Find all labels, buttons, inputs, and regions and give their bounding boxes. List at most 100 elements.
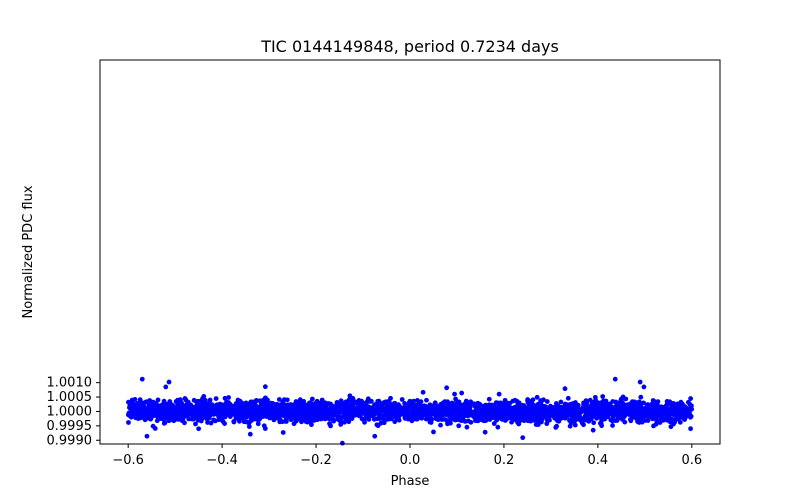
data-point <box>352 400 358 406</box>
data-point <box>193 421 198 427</box>
data-point <box>199 410 204 416</box>
data-point <box>427 413 433 419</box>
data-point <box>518 418 523 423</box>
data-point <box>239 400 245 406</box>
data-point <box>262 407 268 412</box>
y-tick-label: 1.0010 <box>47 376 93 391</box>
data-point <box>493 400 499 406</box>
data-point <box>451 405 457 411</box>
data-point <box>638 403 644 409</box>
outlier-point <box>139 376 145 382</box>
data-point <box>365 411 371 417</box>
data-point <box>280 405 286 411</box>
data-point <box>248 414 254 420</box>
data-point <box>188 412 194 418</box>
data-point <box>400 410 406 416</box>
data-point <box>304 414 310 420</box>
data-point <box>415 398 420 403</box>
data-point <box>362 419 367 425</box>
data-point <box>176 398 182 403</box>
outlier-point <box>482 429 488 435</box>
data-point <box>394 411 400 417</box>
data-point <box>476 417 482 422</box>
data-point <box>562 415 568 421</box>
outlier-point <box>459 390 465 396</box>
data-point <box>411 408 417 414</box>
data-point <box>283 408 289 414</box>
data-point <box>547 405 552 410</box>
data-point <box>222 395 228 401</box>
data-point <box>583 417 589 423</box>
data-point <box>424 397 429 403</box>
outlier-point <box>641 384 647 390</box>
data-point <box>552 415 558 421</box>
data-point <box>290 405 296 411</box>
data-point <box>127 405 132 411</box>
data-point <box>402 401 407 406</box>
data-point <box>491 421 497 426</box>
data-point <box>299 404 305 410</box>
data-point <box>201 394 207 399</box>
data-point <box>452 391 457 397</box>
data-point <box>553 425 559 430</box>
data-point <box>687 406 693 412</box>
data-point <box>142 417 148 423</box>
data-point <box>231 419 237 425</box>
data-point <box>651 407 656 413</box>
x-axis-label: Phase <box>391 474 430 489</box>
data-point <box>504 406 510 412</box>
data-point <box>571 403 577 409</box>
data-point <box>291 421 297 427</box>
data-point <box>587 410 593 415</box>
y-tick-label: 1.0005 <box>47 390 93 405</box>
data-point <box>330 412 335 418</box>
data-point <box>293 401 299 407</box>
data-point <box>551 405 557 410</box>
data-point <box>640 417 646 422</box>
outlier-point <box>163 384 169 390</box>
data-point <box>510 398 516 404</box>
data-point <box>623 396 629 402</box>
data-point <box>406 404 411 410</box>
data-point <box>369 413 375 419</box>
data-point <box>467 408 473 414</box>
data-point <box>141 404 147 410</box>
data-point <box>667 399 673 405</box>
data-point <box>636 412 642 418</box>
data-point <box>513 406 519 412</box>
data-point <box>500 401 506 407</box>
data-point <box>682 407 688 413</box>
data-point <box>572 422 578 428</box>
data-point <box>597 411 602 417</box>
data-point <box>244 414 250 419</box>
data-point <box>257 398 263 404</box>
data-point <box>198 400 204 406</box>
data-point <box>665 409 671 415</box>
data-point <box>612 406 617 412</box>
data-point <box>577 417 583 423</box>
outlier-point <box>280 430 286 435</box>
data-point <box>565 395 571 401</box>
data-point <box>380 401 385 407</box>
data-point <box>671 421 676 427</box>
data-point <box>261 412 266 418</box>
data-point <box>404 410 410 416</box>
chart-title: TIC 0144149848, period 0.7234 days <box>260 37 559 56</box>
data-point <box>543 404 549 410</box>
data-point <box>269 403 275 409</box>
data-point <box>196 416 202 422</box>
data-point <box>222 421 228 426</box>
data-point <box>337 415 343 420</box>
data-point <box>318 409 324 415</box>
data-point <box>191 397 197 403</box>
x-tick-label: −0.6 <box>112 453 144 468</box>
data-point <box>521 418 527 424</box>
data-point <box>338 404 343 410</box>
data-point <box>544 413 550 418</box>
data-point <box>309 396 315 402</box>
data-point <box>539 419 544 425</box>
data-point <box>475 412 481 418</box>
outlier-point <box>612 376 618 382</box>
data-point <box>569 408 574 414</box>
data-point <box>253 408 259 414</box>
